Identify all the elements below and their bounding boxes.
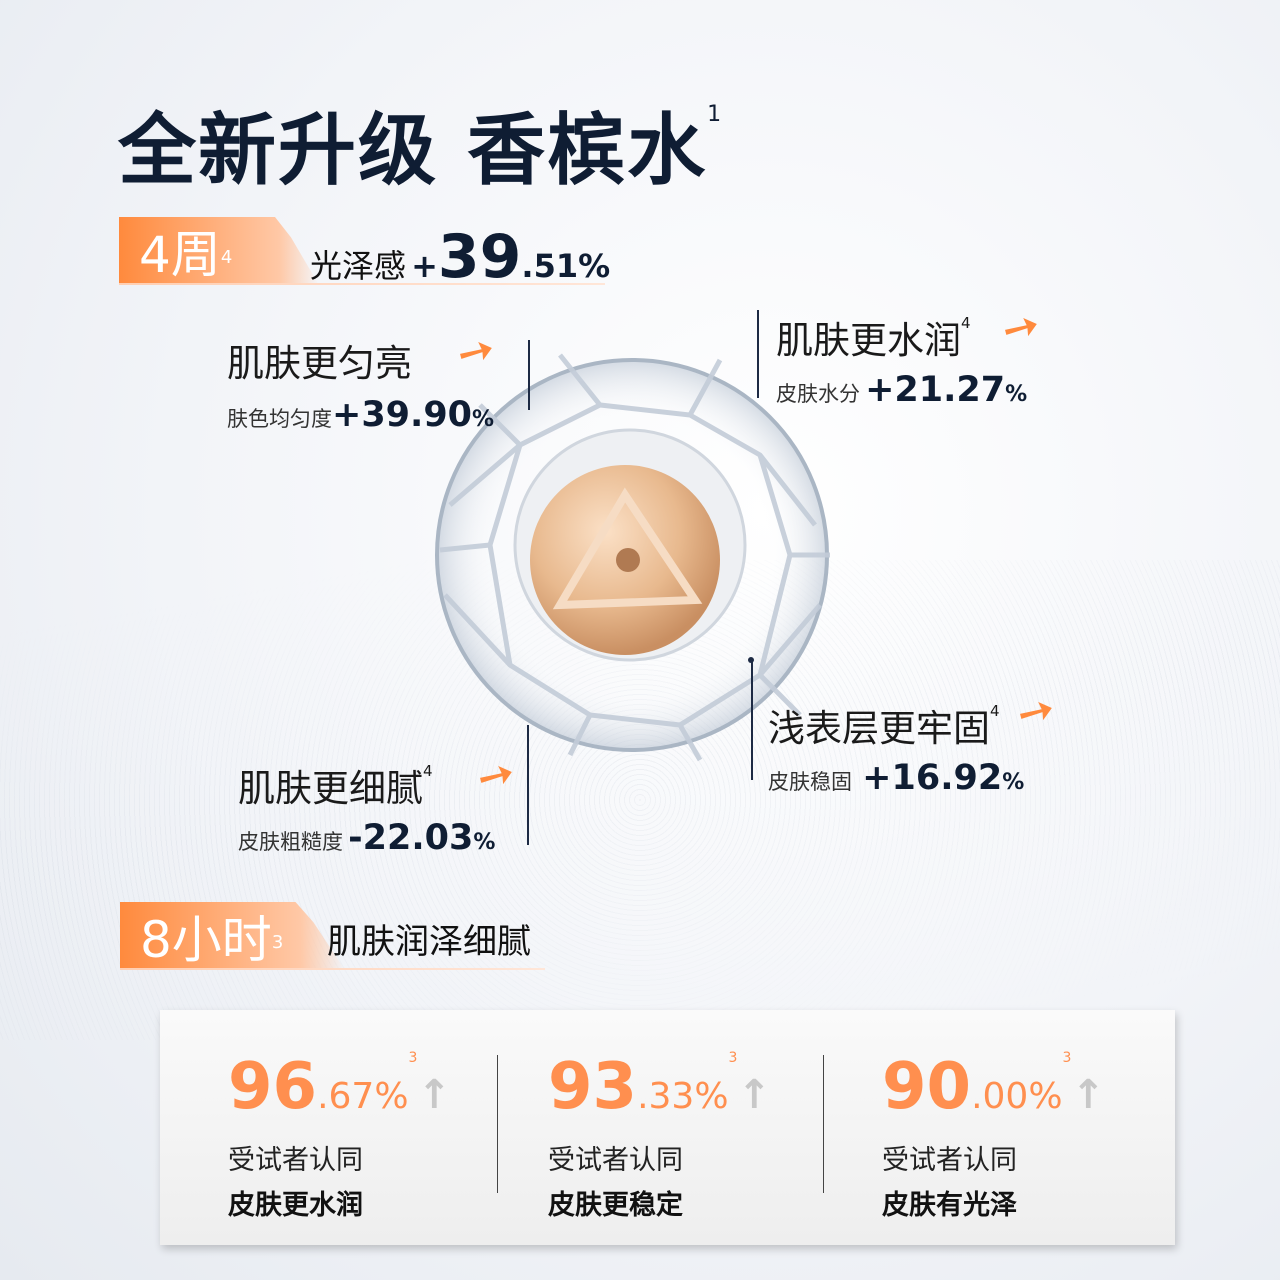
- callout-hydration: 肌肤更水润4 皮肤水分 +21.27%: [776, 314, 1028, 410]
- stats-card: 96.67%3↑ 受试者认同 皮肤更水润 93.33%3↑ 受试者认同 皮肤更稳定 …: [160, 1010, 1175, 1245]
- leader-line: [757, 310, 759, 398]
- callout-even-tone: 肌肤更匀亮 肤色均匀度+39.90%: [227, 342, 495, 435]
- tag-8-hours: 8小时 3: [120, 902, 345, 970]
- leader-line: [528, 340, 530, 410]
- divider: [823, 1055, 824, 1193]
- cage-sphere-image: [435, 353, 830, 762]
- stat-radiance: 90.00%3↑ 受试者认同 皮肤有光泽: [882, 1050, 1105, 1221]
- arrow-up-icon: ↑: [417, 1072, 451, 1118]
- tag2-text: 肌肤润泽细腻: [327, 922, 531, 962]
- leader-dot: [748, 657, 754, 663]
- callout-firmness: 浅表层更牢固4 皮肤稳固 +16.92%: [768, 702, 1025, 798]
- leader-line: [751, 660, 753, 780]
- tag-4-weeks: 4周 4: [119, 217, 319, 285]
- tag-underline: [120, 968, 545, 970]
- arrow-up-icon: ↑: [1071, 1072, 1105, 1118]
- page-title: 全新升级 香槟水1: [118, 102, 724, 196]
- leader-line: [527, 725, 529, 845]
- stat-stability: 93.33%3↑ 受试者认同 皮肤更稳定: [548, 1050, 771, 1221]
- divider: [497, 1055, 498, 1193]
- stat-hydration: 96.67%3↑ 受试者认同 皮肤更水润: [228, 1050, 451, 1221]
- callout-smoothness: 肌肤更细腻4 皮肤粗糙度 -22.03%: [238, 762, 496, 858]
- tag-underline: [119, 283, 605, 285]
- gloss-metric: 光泽感 +39.51%: [310, 222, 611, 292]
- arrow-up-icon: ↑: [737, 1072, 771, 1118]
